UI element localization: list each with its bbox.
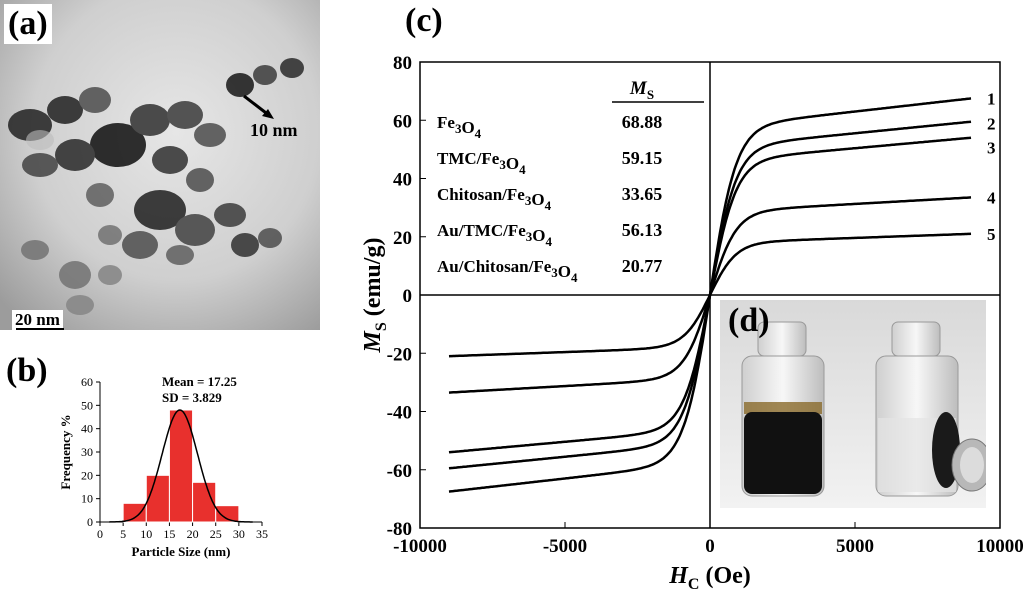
table-row-value: 68.88 <box>622 112 663 132</box>
gaussian-fit-line <box>109 409 253 523</box>
x-tick-label: 5 <box>120 527 126 541</box>
y-tick-label: -60 <box>387 461 412 482</box>
x-axis-label: HC (Oe) <box>668 563 751 593</box>
mean-annotation: Mean = 17.25 <box>162 374 237 389</box>
vials-photo: (d) <box>720 300 986 508</box>
x-tick-label: 20 <box>187 527 199 541</box>
table-row-value: 59.15 <box>622 148 663 168</box>
curve-label: 1 <box>987 89 996 108</box>
y-tick-label: -20 <box>387 344 412 365</box>
x-axis-label: Particle Size (nm) <box>132 544 231 559</box>
y-tick-label: 0 <box>87 515 93 529</box>
curve-label: 3 <box>987 139 996 158</box>
y-tick-label: 30 <box>81 445 93 459</box>
table-row-value: 20.77 <box>622 256 663 276</box>
y-tick-label: -40 <box>387 403 412 424</box>
x-tick-label: 10000 <box>976 536 1024 557</box>
y-tick-label: 40 <box>81 422 93 436</box>
y-tick-label: 10 <box>81 492 93 506</box>
curve-label: 2 <box>987 115 996 134</box>
curve-label: 4 <box>987 188 996 207</box>
table-row-name: Au/Chitosan/Fe3O4 <box>437 257 578 285</box>
histogram-bar <box>145 474 170 523</box>
panel-b-label: (b) <box>6 352 48 389</box>
scale-bar <box>16 328 64 330</box>
scale-bar-label: 20 nm <box>12 310 63 330</box>
y-tick-label: 50 <box>81 398 93 412</box>
histogram-bar <box>122 502 147 523</box>
histogram-bar <box>192 481 217 523</box>
particle-size-annotation: 10 nm <box>250 120 298 140</box>
y-tick-label: 80 <box>393 53 412 74</box>
panel-c-label: (c) <box>405 2 443 39</box>
y-tick-label: 20 <box>81 468 93 482</box>
histogram-bar <box>215 505 240 523</box>
y-tick-label: 20 <box>393 228 412 249</box>
y-axis-label: MS (emu/g) <box>360 238 390 354</box>
x-tick-label: -10000 <box>393 536 447 557</box>
vials-picture <box>720 300 986 508</box>
tem-micrograph <box>0 0 320 330</box>
x-tick-label: 0 <box>97 527 103 541</box>
x-tick-label: 15 <box>163 527 175 541</box>
table-row-name: Fe3O4 <box>437 113 482 141</box>
histogram-bar <box>168 409 194 523</box>
x-tick-label: 35 <box>256 527 268 541</box>
table-row-name: Chitosan/Fe3O4 <box>437 185 552 213</box>
magnetization-chart: -10000 -5000 0 5000 10000 -80 -60 -40 -20 0 20 40 60… <box>360 53 1024 593</box>
table-row-value: 33.65 <box>622 184 663 204</box>
x-tick-label: 0 <box>705 536 715 557</box>
x-tick-label: 30 <box>233 527 245 541</box>
y-tick-label: 60 <box>81 375 93 389</box>
curve-label: 5 <box>987 225 996 244</box>
annotation-arrow-icon <box>243 94 274 119</box>
x-tick-label: 25 <box>210 527 222 541</box>
table-row-value: 56.13 <box>622 220 663 240</box>
y-axis-label: Frequency % <box>58 414 73 489</box>
x-tick-label: 10 <box>140 527 152 541</box>
magnetization-curve <box>448 232 972 358</box>
y-tick-label: 60 <box>393 111 412 132</box>
sd-annotation: SD = 3.829 <box>162 390 222 405</box>
table-header: MS <box>629 78 654 102</box>
x-tick-label: 5000 <box>836 536 874 557</box>
panel-a-label: (a) <box>4 4 52 44</box>
panel-d-label: (d) <box>728 302 770 339</box>
tem-image: (a) 10 nm 20 nm <box>0 0 320 330</box>
table-row-name: TMC/Fe3O4 <box>437 149 526 177</box>
table-row-name: Au/TMC/Fe3O4 <box>437 221 553 249</box>
x-tick-label: -5000 <box>543 536 587 557</box>
y-tick-label: 0 <box>403 286 413 307</box>
y-tick-label: 40 <box>393 170 412 191</box>
histogram-chart: 0 5 10 15 20 25 30 35 0 10 20 30 40 50 60 Mean = 17.25S… <box>58 374 268 559</box>
y-tick-label: -80 <box>387 519 412 540</box>
